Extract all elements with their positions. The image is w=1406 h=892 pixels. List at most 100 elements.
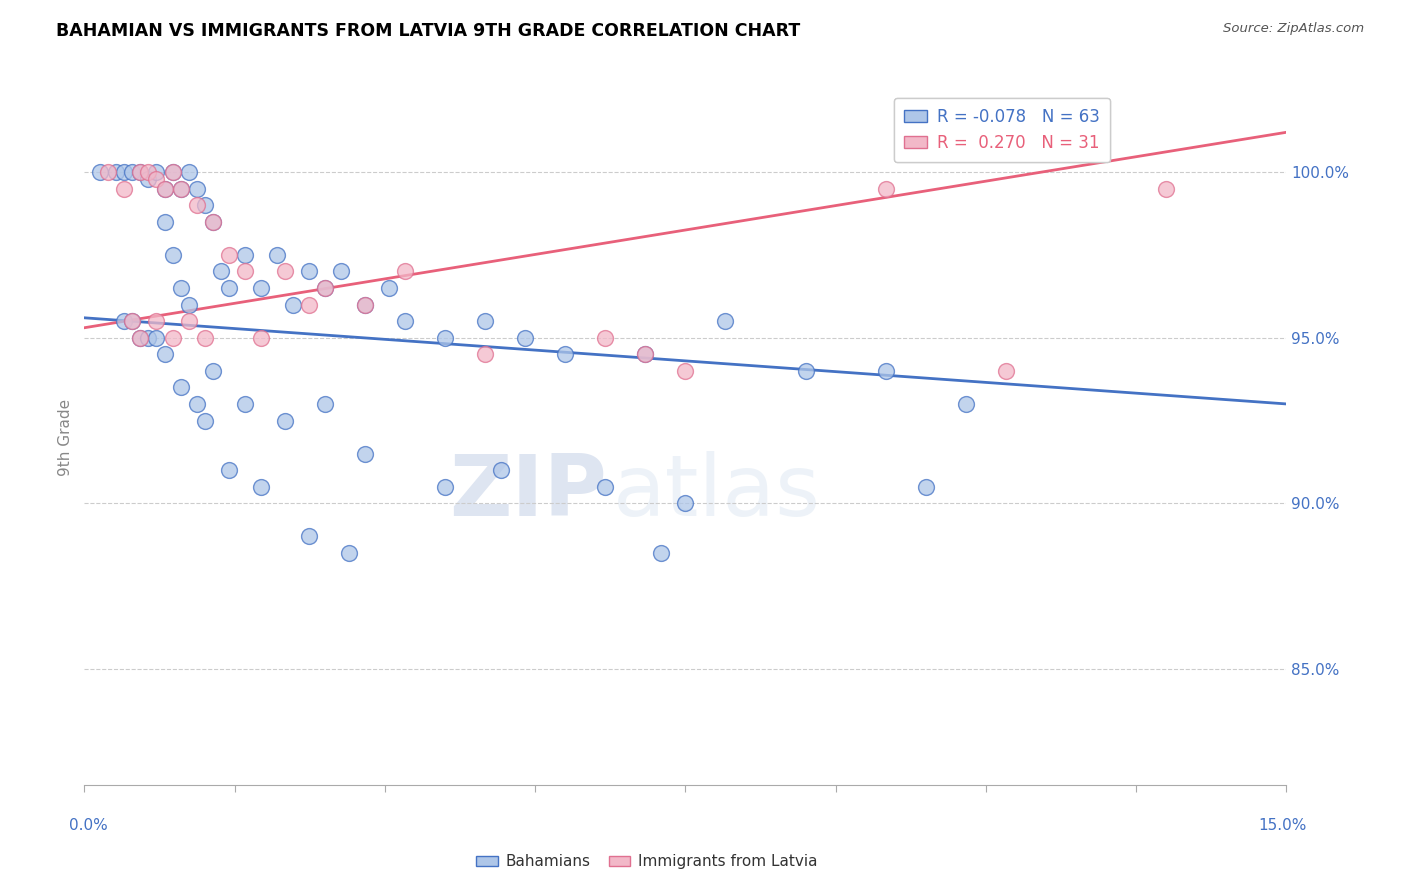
Text: BAHAMIAN VS IMMIGRANTS FROM LATVIA 9TH GRADE CORRELATION CHART: BAHAMIAN VS IMMIGRANTS FROM LATVIA 9TH G… (56, 22, 800, 40)
Text: 0.0%: 0.0% (69, 818, 108, 832)
Point (194, 198, 217, 212)
Point (634, 347, 657, 361)
Point (266, 248, 288, 262)
Point (474, 347, 496, 361)
Point (177, 165, 200, 179)
Text: 15.0%: 15.0% (1258, 818, 1306, 832)
Point (298, 297, 321, 311)
Point (915, 480, 938, 494)
Point (129, 331, 152, 345)
Point (955, 397, 977, 411)
Point (114, 314, 135, 328)
Point (162, 165, 184, 179)
Point (434, 480, 457, 494)
Point (162, 331, 184, 345)
Point (114, 165, 135, 179)
Point (145, 314, 167, 328)
Point (121, 165, 143, 179)
Point (249, 480, 271, 494)
Point (201, 215, 224, 229)
Point (97, 165, 120, 179)
Legend: Bahamians, Immigrants from Latvia: Bahamians, Immigrants from Latvia (470, 848, 824, 875)
Point (153, 347, 176, 361)
Point (675, 496, 697, 510)
Point (314, 281, 336, 295)
Point (875, 181, 897, 195)
Point (595, 331, 617, 345)
Point (186, 181, 208, 195)
Point (298, 264, 321, 278)
Point (394, 264, 416, 278)
Point (194, 331, 217, 345)
Point (162, 165, 184, 179)
Point (995, 364, 1018, 378)
Point (153, 215, 176, 229)
Point (474, 314, 496, 328)
Point (489, 463, 512, 477)
Point (354, 297, 377, 311)
Point (177, 314, 200, 328)
Point (121, 314, 143, 328)
Legend: R = -0.078   N = 63, R =  0.270   N = 31: R = -0.078 N = 63, R = 0.270 N = 31 (894, 97, 1109, 161)
Point (354, 297, 377, 311)
Point (595, 480, 617, 494)
Point (249, 281, 271, 295)
Point (209, 264, 232, 278)
Point (329, 264, 352, 278)
Point (337, 546, 360, 560)
Point (169, 380, 191, 394)
Point (218, 463, 240, 477)
Point (515, 331, 537, 345)
Point (554, 347, 576, 361)
Point (714, 314, 737, 328)
Point (129, 165, 152, 179)
Point (314, 397, 336, 411)
Point (218, 248, 240, 262)
Point (169, 281, 191, 295)
Point (169, 181, 191, 195)
Point (274, 413, 297, 427)
Point (675, 364, 697, 378)
Text: atlas: atlas (613, 451, 821, 534)
Point (145, 165, 167, 179)
Point (875, 364, 897, 378)
Point (89, 165, 111, 179)
Point (129, 165, 152, 179)
Point (177, 297, 200, 311)
Point (233, 248, 256, 262)
Point (354, 447, 377, 461)
Point (169, 181, 191, 195)
Point (650, 546, 672, 560)
Point (138, 165, 160, 179)
Point (274, 264, 297, 278)
Point (1156, 181, 1178, 195)
Point (249, 331, 271, 345)
Point (281, 297, 304, 311)
Point (145, 171, 167, 186)
Point (298, 529, 321, 543)
Point (138, 331, 160, 345)
Point (114, 181, 135, 195)
Text: ZIP: ZIP (450, 451, 607, 534)
Point (233, 264, 256, 278)
Point (145, 331, 167, 345)
Point (105, 165, 128, 179)
Text: Source: ZipAtlas.com: Source: ZipAtlas.com (1223, 22, 1364, 36)
Point (634, 347, 657, 361)
Point (129, 331, 152, 345)
Point (194, 413, 217, 427)
Point (162, 248, 184, 262)
Point (434, 331, 457, 345)
Point (218, 281, 240, 295)
Point (201, 215, 224, 229)
Point (153, 181, 176, 195)
Point (394, 314, 416, 328)
Point (186, 397, 208, 411)
Point (201, 364, 224, 378)
Point (378, 281, 401, 295)
Point (121, 314, 143, 328)
Point (186, 198, 208, 212)
Point (153, 181, 176, 195)
Point (314, 281, 336, 295)
Point (138, 171, 160, 186)
